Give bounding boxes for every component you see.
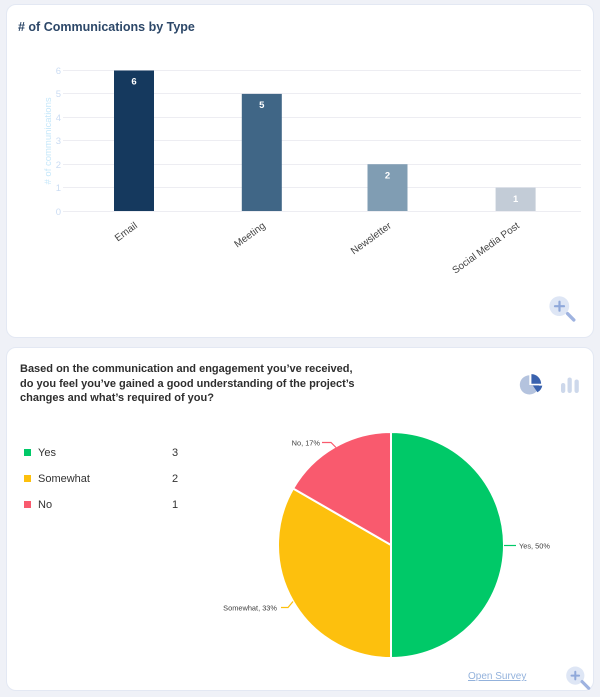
svg-text:2: 2 [56, 160, 61, 171]
svg-text:Yes, 50%: Yes, 50% [519, 542, 550, 551]
svg-text:Social Media Post: Social Media Post [451, 220, 522, 276]
svg-text:3: 3 [172, 447, 178, 459]
svg-text:5: 5 [259, 100, 265, 111]
svg-text:No: No [38, 499, 52, 511]
svg-text:Yes: Yes [38, 447, 56, 459]
svg-text:No, 17%: No, 17% [292, 439, 321, 448]
svg-text:2: 2 [172, 473, 178, 485]
svg-text:5: 5 [56, 89, 61, 100]
svg-text:4: 4 [56, 113, 61, 124]
svg-text:6: 6 [131, 77, 136, 88]
svg-text:Email: Email [113, 221, 140, 245]
svg-text:1: 1 [172, 499, 178, 511]
svg-text:Meeting: Meeting [233, 221, 268, 251]
svg-text:Newsletter: Newsletter [349, 220, 394, 257]
svg-text:Somewhat, 33%: Somewhat, 33% [223, 604, 277, 613]
svg-text:3: 3 [56, 136, 61, 147]
svg-text:# of communications: # of communications [43, 97, 54, 184]
svg-text:1: 1 [513, 194, 519, 205]
svg-text:1: 1 [56, 183, 61, 194]
svg-text:0: 0 [56, 207, 61, 218]
svg-text:Open Survey: Open Survey [468, 671, 526, 682]
svg-text:6: 6 [56, 66, 61, 77]
svg-text:2: 2 [385, 171, 390, 182]
svg-text:Somewhat: Somewhat [38, 473, 90, 485]
